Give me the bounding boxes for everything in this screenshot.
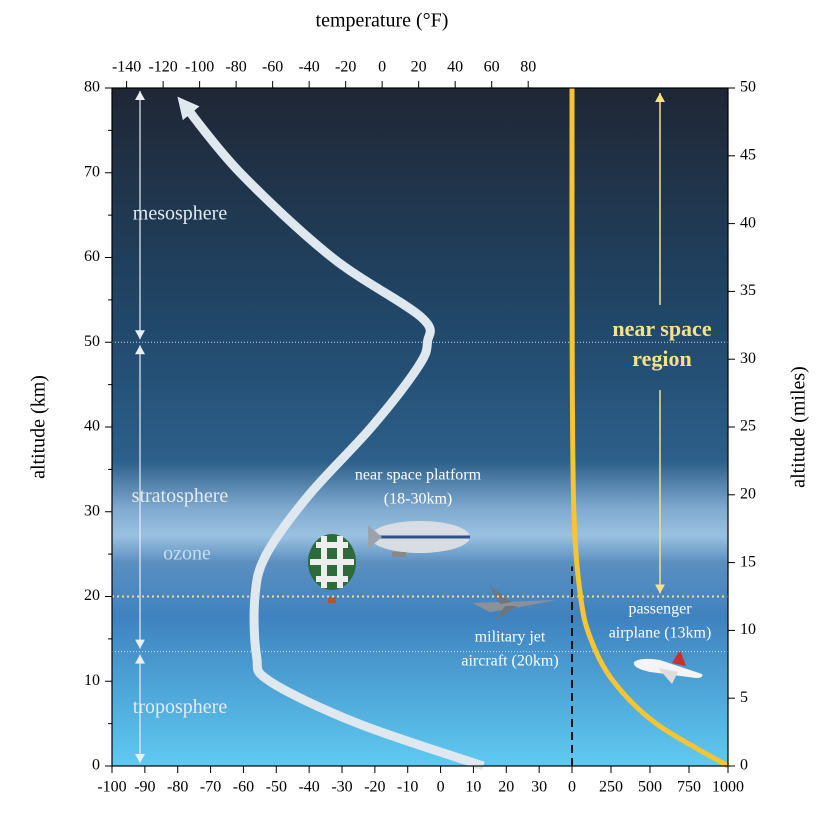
- arrow-head: [135, 754, 145, 763]
- y-tick-label: 30: [84, 502, 100, 519]
- y-tick-label: 50: [84, 333, 100, 350]
- annotation: military jet: [475, 629, 546, 646]
- y-axis-label: altitude (km): [28, 375, 50, 479]
- y2-axis-label: altitude (miles): [788, 366, 810, 488]
- x-tick-label: 30: [531, 779, 547, 796]
- x3-tick-label: 500: [638, 779, 662, 796]
- x-tick-label: -40: [298, 779, 319, 796]
- arrow-head: [135, 654, 145, 664]
- pressure-line: [569, 87, 730, 769]
- x-tick-label: -80: [167, 779, 188, 796]
- x3-tick-label: 750: [677, 779, 701, 796]
- y2-tick-label: 40: [740, 214, 756, 231]
- x2-tick-label: -120: [148, 59, 177, 76]
- x2-tick-label: 20: [411, 59, 427, 76]
- x-axis-label: temperature (°F): [316, 10, 449, 32]
- annotation: near space platform: [355, 467, 482, 484]
- x2-tick-label: -20: [335, 59, 356, 76]
- plot-background: [112, 88, 728, 766]
- y2-tick-label: 5: [740, 689, 748, 706]
- x2-tick-label: -80: [225, 59, 246, 76]
- y-tick-label: 0: [92, 757, 100, 774]
- y2-tick-label: 45: [740, 146, 756, 163]
- x3-tick-label: 0: [568, 779, 576, 796]
- arrow-head: [135, 91, 145, 100]
- x-tick-label: 20: [498, 779, 514, 796]
- y2-tick-label: 10: [740, 621, 756, 638]
- x2-tick-label: 0: [378, 59, 386, 76]
- y2-tick-label: 15: [740, 553, 756, 570]
- arrow-head: [655, 93, 665, 102]
- x2-tick-label: -60: [262, 59, 283, 76]
- airship-icon: [368, 521, 470, 557]
- temperature-line: [177, 96, 485, 771]
- x-tick-label: 10: [465, 779, 481, 796]
- x2-tick-label: -40: [298, 59, 319, 76]
- y2-tick-label: 50: [740, 79, 756, 96]
- annotation: aircraft (20km): [461, 653, 558, 670]
- x2-tick-label: -140: [112, 59, 141, 76]
- y-tick-label: 60: [84, 248, 100, 265]
- x-tick-label: 0: [437, 779, 445, 796]
- x-tick-label: -60: [233, 779, 254, 796]
- y2-tick-label: 20: [740, 485, 756, 502]
- y-tick-label: 70: [84, 163, 100, 180]
- x-tick-label: -20: [364, 779, 385, 796]
- y-tick-label: 40: [84, 418, 100, 435]
- airplane-icon: [633, 650, 703, 684]
- arrow-head: [135, 345, 145, 355]
- x2-tick-label: 80: [520, 59, 536, 76]
- y2-tick-label: 25: [740, 418, 756, 435]
- y-tick-label: 20: [84, 587, 100, 604]
- layer-label: stratosphere: [132, 485, 229, 507]
- x-tick-label: -70: [200, 779, 221, 796]
- arrow-head: [135, 639, 145, 649]
- annotation: airplane (13km): [609, 625, 712, 642]
- x3-tick-label: 1000: [712, 779, 744, 796]
- y-tick-label: 80: [84, 79, 100, 96]
- layer-label: mesosphere: [133, 203, 228, 225]
- annotation: passenger: [628, 601, 692, 618]
- region-label: region: [632, 346, 691, 371]
- y2-tick-label: 30: [740, 350, 756, 367]
- region-label: near space: [612, 316, 711, 341]
- x-tick-label: -90: [134, 779, 155, 796]
- arrow-head: [135, 330, 145, 340]
- y2-tick-label: 0: [740, 757, 748, 774]
- x2-tick-label: -100: [185, 59, 214, 76]
- annotation: (18-30km): [384, 491, 452, 508]
- y2-tick-label: 35: [740, 282, 756, 299]
- ozone-label: ozone: [163, 543, 211, 565]
- x2-tick-label: 40: [447, 59, 463, 76]
- x-tick-label: -100: [97, 779, 126, 796]
- x-tick-label: -30: [331, 779, 352, 796]
- y-tick-label: 10: [84, 672, 100, 689]
- jet-icon: [472, 586, 556, 620]
- x-tick-label: -10: [397, 779, 418, 796]
- x-tick-label: -50: [266, 779, 287, 796]
- x2-tick-label: 60: [484, 59, 500, 76]
- arrow-head: [655, 584, 665, 594]
- balloon-icon: [308, 534, 356, 603]
- x3-tick-label: 250: [599, 779, 623, 796]
- layer-label: troposphere: [133, 696, 228, 718]
